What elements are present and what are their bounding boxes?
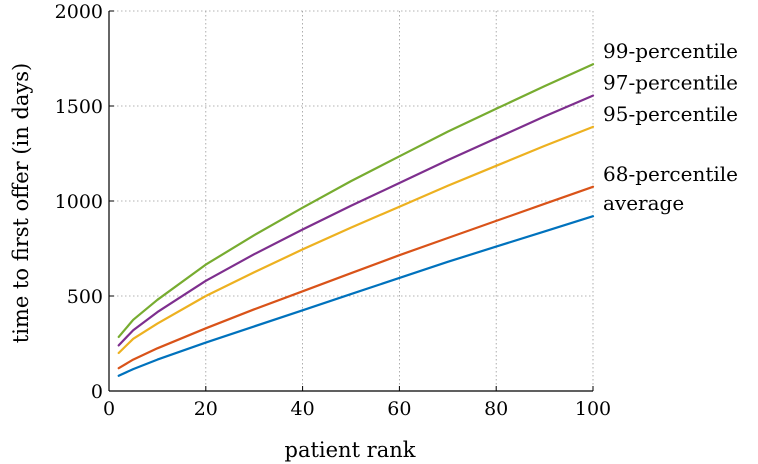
x-tick-label: 40 [291,398,315,420]
series-labels: 99-percentile 97-percentile 95-percentile 6… [603,39,738,215]
series-label-99-percentile: 99-percentile [603,39,738,63]
grid [109,10,594,391]
axes [108,10,594,392]
x-tick-label: 80 [484,398,508,420]
series-label-97-percentile: 97-percentile [603,71,738,95]
series-label-68-percentile: 68-percentile [603,162,738,186]
x-tick-label: 100 [575,398,611,420]
series-line-average [117,215,595,377]
y-tick-label: 1500 [55,96,103,118]
series-line-95-percentile [117,125,595,355]
x-tick-label: 60 [387,398,411,420]
y-tick-label: 1000 [55,191,103,213]
x-axis-label: patient rank [285,438,416,462]
series-line-97-percentile [117,94,595,347]
y-axis-label: time to first offer (in days) [9,63,33,343]
y-tick-label: 0 [91,381,103,403]
series-line-68-percentile [117,185,595,370]
y-tick-label: 500 [67,286,103,308]
x-tick-label: 20 [194,398,218,420]
series-label-95-percentile: 95-percentile [603,102,738,126]
series-lines [117,63,595,377]
x-tick-label: 0 [103,398,115,420]
series-label-average: average [603,191,684,215]
series-line-99-percentile [117,63,595,338]
y-tick-label: 2000 [55,1,103,23]
